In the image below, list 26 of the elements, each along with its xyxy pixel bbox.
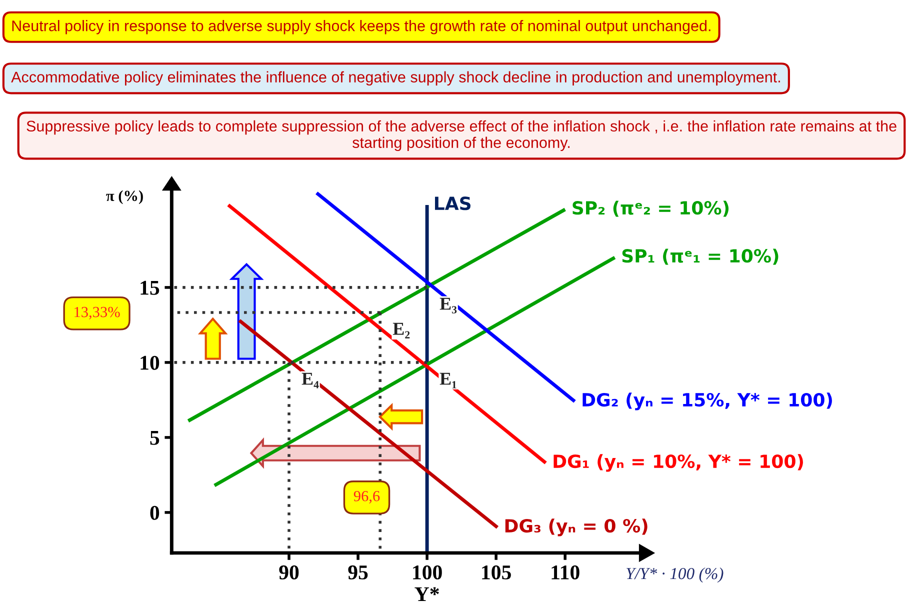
y-axis-title: π (%) — [106, 190, 143, 204]
annotation: E₂ — [392, 322, 410, 338]
y-tick-label: 15 — [140, 280, 160, 295]
x-tick-label: 90 — [279, 565, 299, 580]
annotation: E₄ — [302, 372, 319, 388]
x-tick-label: 105 — [482, 565, 511, 580]
x-tick-label: 110 — [552, 565, 580, 580]
x-tick-label: 100 Y* — [413, 565, 442, 601]
series-label: DG₁ (yₙ = 10%, Y* = 100) — [554, 454, 803, 472]
x-tick-label: 95 — [348, 565, 368, 580]
text: Neutral policy in response to adverse supply shock keeps the growth rate of nominal output unchanged. — [12, 20, 710, 34]
series-label: DG₃ (yₙ = 0 %) — [505, 518, 648, 536]
text: Suppressive policy leads to complete suppression of the adverse effect of the inflation shock , i.e. the inflation rate remains at the starting position of the economy. — [26, 120, 896, 152]
series-label: SP₁ (πᵉ₁ = 10%) — [622, 248, 778, 265]
annotation: E₃ — [440, 298, 457, 314]
series-label: DG₂ (yₙ = 15%, Y* = 100) — [582, 392, 832, 410]
text: 13,33% — [74, 306, 120, 320]
x-axis-title: Y/Y* · 100 (%) — [626, 567, 724, 583]
text: Accommodative policy eliminates the influence of negative supply shock decline in production and unemployment. — [11, 71, 780, 86]
y-tick-label: 0 — [150, 506, 160, 520]
annotation: 96,6 — [354, 491, 380, 504]
series-label: SP₂ (πᵉ₂ = 10%) — [572, 200, 729, 217]
y-tick-label: 10 — [140, 356, 160, 370]
series-label: LAS — [435, 196, 470, 210]
y-tick-label: 5 — [150, 431, 160, 445]
annotation: E₁ — [440, 372, 456, 388]
